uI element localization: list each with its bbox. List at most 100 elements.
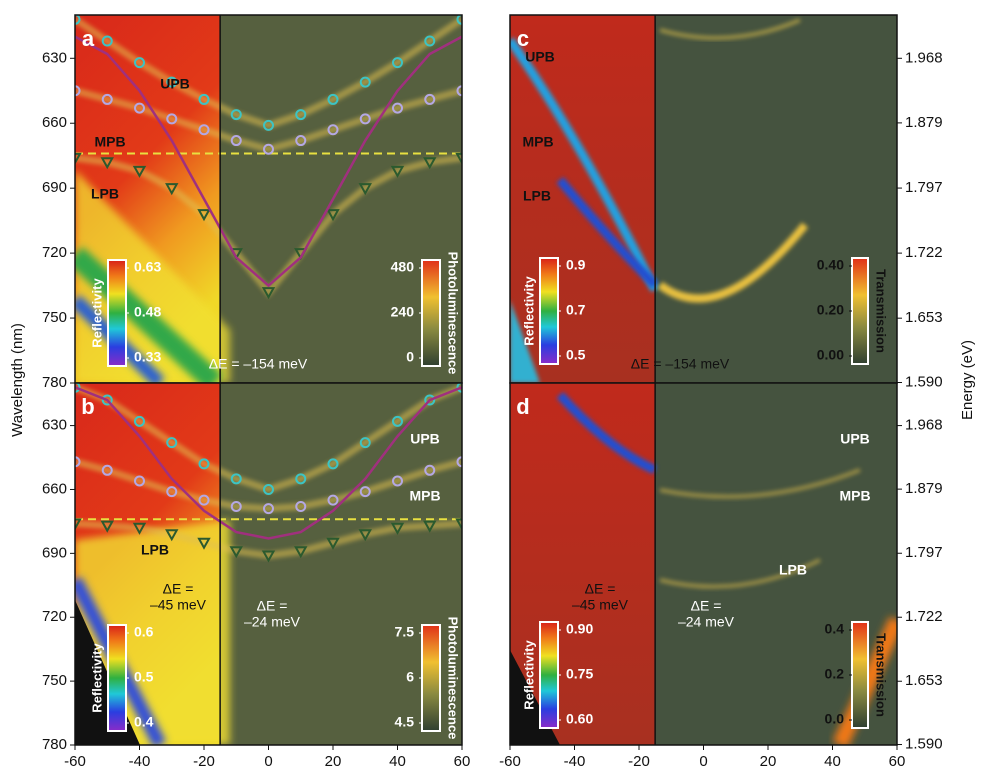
colorbar-title: Transmission [874, 633, 889, 717]
marker [263, 143, 274, 155]
marker [132, 522, 147, 535]
annotation: UPB [410, 431, 440, 447]
marker [456, 15, 462, 25]
annotation: MPB [839, 488, 870, 504]
colorbar [107, 259, 127, 367]
map-corner [510, 300, 540, 383]
marker [326, 209, 340, 222]
panel-label: b [81, 394, 94, 419]
map-glow [75, 16, 462, 130]
marker [359, 486, 371, 498]
x-tick-label: 60 [889, 753, 906, 770]
marker [166, 113, 178, 125]
marker [423, 520, 437, 533]
x-tick-label: 60 [454, 753, 471, 770]
y2-tick-label: 1.722 [905, 608, 943, 625]
colorbar-tick-label: 0.33 [134, 349, 161, 365]
colorbar-tick-label: 0.7 [566, 302, 586, 318]
marker [358, 529, 372, 542]
marker [327, 458, 339, 470]
panel [510, 383, 897, 745]
marker [75, 383, 81, 393]
marker [75, 152, 82, 165]
x-tick-label: 40 [389, 753, 406, 770]
y-tick-label: 630 [42, 49, 67, 66]
marker [261, 287, 276, 300]
x-tick-label: -40 [129, 753, 151, 770]
x-tick-label: 0 [264, 753, 272, 770]
panel [510, 15, 897, 383]
y2-axis-title: Energy (eV) [959, 340, 976, 420]
annotation: ΔE = –154 meV [209, 356, 308, 372]
colorbar-tick-label: 0.5 [134, 669, 154, 685]
annotation: MPB [94, 134, 125, 150]
reflectivity-map [510, 383, 656, 745]
colorbar-tick-label: 0.2 [825, 666, 845, 682]
marker [392, 102, 403, 114]
marker [100, 520, 114, 533]
map-glow [75, 520, 462, 560]
colorbar-tick-label: 0.5 [566, 347, 586, 363]
photon-line [75, 386, 462, 540]
y2-tick-label: 1.968 [905, 417, 943, 434]
colorbar-tick-label: 0.60 [566, 711, 593, 727]
marker [229, 546, 243, 559]
map-streak [659, 558, 821, 589]
panel-label: d [516, 394, 529, 419]
colorbar-title: Reflectivity [521, 276, 536, 346]
marker [101, 93, 113, 105]
colorbar-tick-label: 0.63 [134, 259, 161, 275]
annotation: ΔE = –154 meV [631, 356, 730, 372]
marker [294, 546, 308, 559]
marker [134, 475, 145, 487]
marker [423, 157, 437, 170]
marker [456, 85, 462, 97]
map-streak [556, 177, 659, 289]
marker [101, 464, 113, 476]
marker [390, 165, 405, 178]
y-tick-label: 720 [42, 244, 67, 261]
y-tick-label: 780 [42, 374, 67, 391]
marker [455, 518, 462, 531]
annotation: LPB [91, 186, 119, 202]
annotation: UPB [160, 76, 190, 92]
colorbar-tick-label: 6 [406, 669, 414, 685]
colorbar [851, 257, 869, 365]
marker [359, 437, 371, 449]
y-tick-label: 660 [42, 114, 67, 131]
marker [392, 57, 403, 69]
colorbar-tick-label: 0.75 [566, 666, 593, 682]
panel [75, 15, 462, 383]
colorbar-title: Reflectivity [89, 643, 104, 713]
marker [197, 537, 211, 550]
y2-tick-label: 1.653 [905, 672, 943, 689]
colorbar [851, 621, 869, 729]
marker [455, 152, 462, 165]
map-streak [657, 222, 809, 303]
colorbar-tick-label: 0 [406, 349, 414, 365]
y2-tick-label: 1.590 [905, 735, 943, 752]
marker [359, 76, 371, 88]
annotation: –45 meV [572, 597, 629, 613]
colorbar-title: Photoluminescence [446, 617, 461, 740]
marker [197, 209, 211, 222]
annotation: MPB [522, 134, 553, 150]
annotation: ΔE = [585, 581, 616, 597]
marker [100, 157, 114, 170]
colorbar-tick-label: 0.4 [825, 621, 845, 637]
y2-tick-label: 1.879 [905, 114, 943, 131]
y-tick-label: 660 [42, 480, 67, 497]
annotation: –45 meV [150, 597, 207, 613]
marker [101, 35, 113, 47]
marker [295, 109, 307, 121]
marker [424, 394, 436, 406]
marker [263, 119, 274, 131]
y-tick-label: 630 [42, 417, 67, 434]
colorbar-tick-label: 0.48 [134, 304, 161, 320]
marker [392, 475, 403, 487]
colorbar-tick-label: 480 [391, 259, 415, 275]
map-band [75, 246, 223, 383]
y2-tick-label: 1.797 [905, 179, 943, 196]
